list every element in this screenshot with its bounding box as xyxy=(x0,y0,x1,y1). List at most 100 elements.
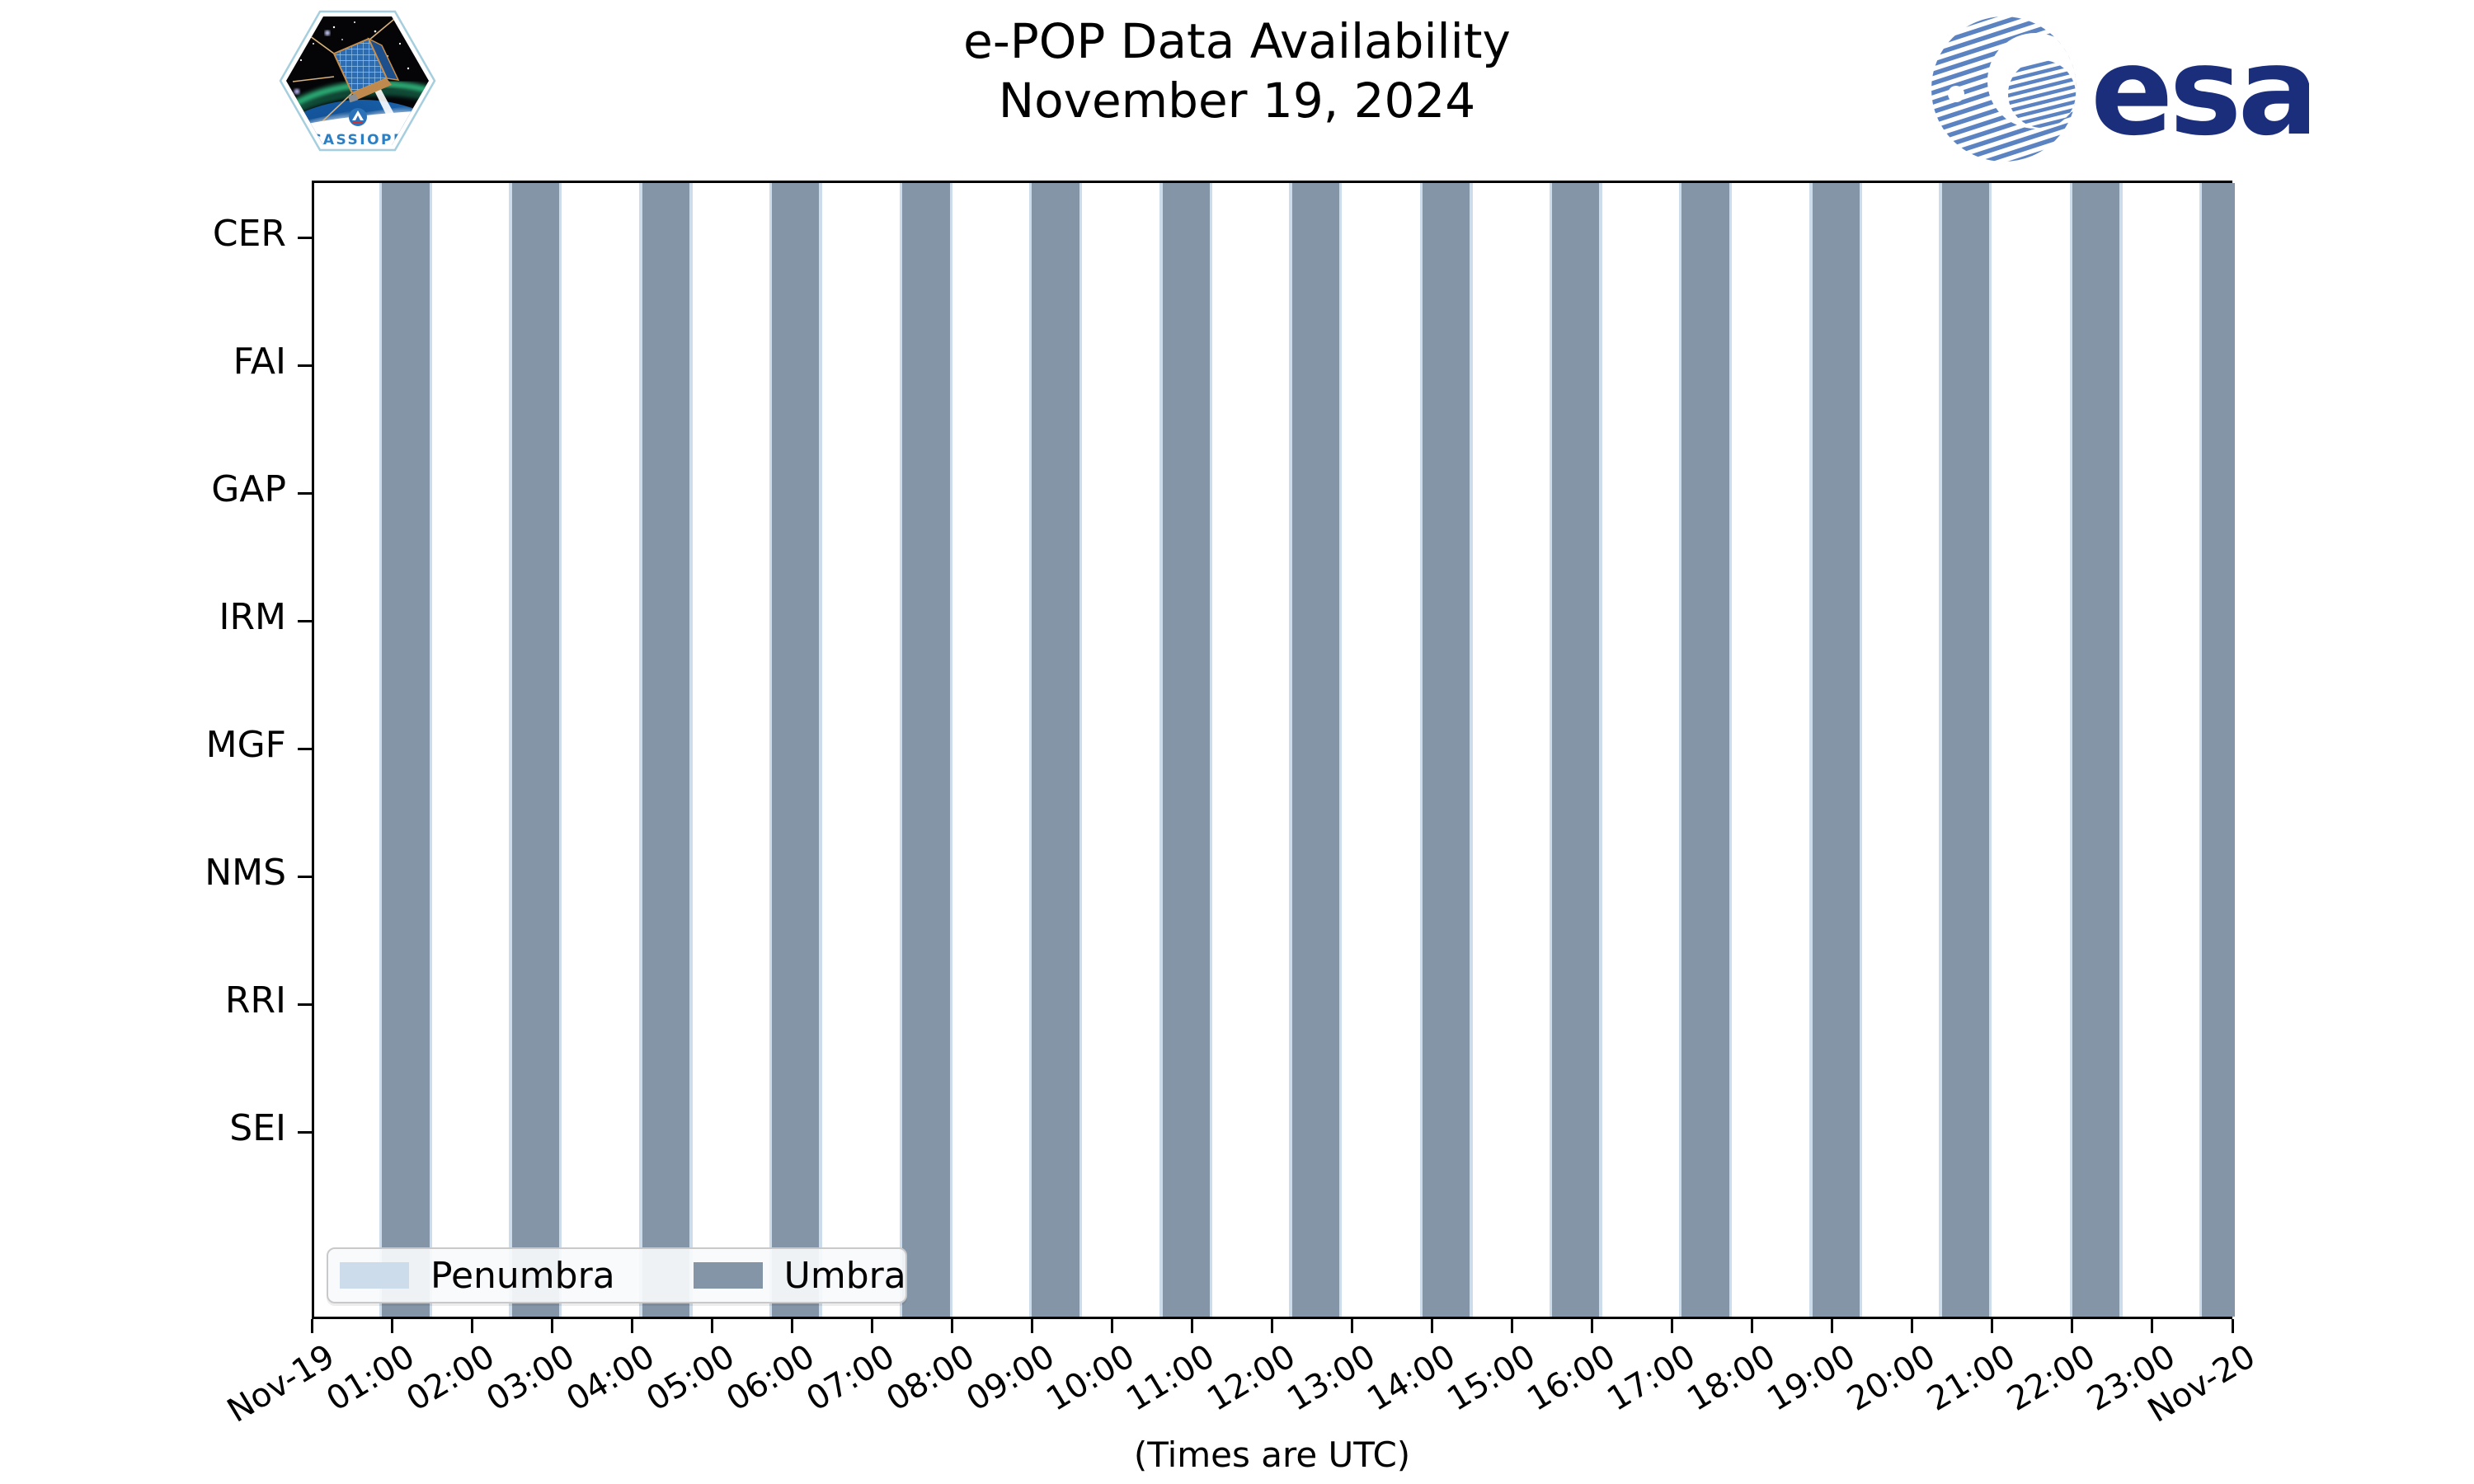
x-tick-label: 20:00 xyxy=(1841,1337,1942,1419)
y-tick xyxy=(298,620,312,622)
y-category-label: RRI xyxy=(224,979,286,1021)
legend-entry-umbra: Umbra xyxy=(693,1254,906,1297)
x-tick-label: 16:00 xyxy=(1520,1337,1622,1419)
x-tick-label: 05:00 xyxy=(640,1337,741,1419)
chart-title-block: e-POP Data Availability November 19, 202… xyxy=(0,12,2474,130)
x-tick xyxy=(310,1319,313,1333)
x-tick xyxy=(1671,1319,1674,1333)
x-tick xyxy=(1431,1319,1434,1333)
x-tick xyxy=(2071,1319,2074,1333)
x-tick xyxy=(1351,1319,1354,1333)
cassiope-wordmark: CASSIOPE xyxy=(311,132,405,148)
y-category-label: SEI xyxy=(229,1107,286,1149)
x-tick xyxy=(2231,1319,2234,1333)
x-tick xyxy=(1831,1319,1834,1333)
x-tick xyxy=(950,1319,953,1333)
esa-logo: esa xyxy=(1921,8,2320,176)
umbra-bar xyxy=(772,183,820,1317)
umbra-bar xyxy=(2202,183,2235,1317)
x-tick xyxy=(1110,1319,1113,1333)
x-tick-label: 13:00 xyxy=(1280,1337,1382,1419)
csa-emblem xyxy=(349,108,367,126)
x-tick-label: 08:00 xyxy=(880,1337,982,1419)
umbra-bar xyxy=(2072,183,2120,1317)
x-tick-label: 14:00 xyxy=(1360,1337,1462,1419)
umbra-bar xyxy=(382,183,430,1317)
y-category-label: GAP xyxy=(211,468,286,510)
umbra-bar xyxy=(1552,183,1600,1317)
esa-logo-graphic: esa xyxy=(1931,16,2320,162)
x-tick xyxy=(1511,1319,1514,1333)
x-tick xyxy=(1911,1319,1914,1333)
x-tick-label: 22:00 xyxy=(2001,1337,2102,1419)
chart-subtitle: November 19, 2024 xyxy=(998,73,1476,129)
x-tick-label: 17:00 xyxy=(1600,1337,1702,1419)
x-tick xyxy=(2151,1319,2154,1333)
y-tick xyxy=(298,1003,312,1006)
legend-label: Penumbra xyxy=(430,1254,615,1297)
chart-title: e-POP Data Availability xyxy=(963,13,1511,69)
x-tick xyxy=(1591,1319,1594,1333)
x-tick-label: 03:00 xyxy=(480,1337,581,1419)
cassiope-patch-graphic: CASSIOPE xyxy=(279,10,436,152)
x-tick xyxy=(1751,1319,1754,1333)
x-tick-label: 12:00 xyxy=(1200,1337,1302,1419)
umbra-bar xyxy=(1812,183,1860,1317)
x-axis-title: (Times are UTC) xyxy=(1133,1435,1411,1475)
legend-entry-penumbra: Penumbra xyxy=(340,1255,615,1297)
y-tick xyxy=(298,748,312,750)
y-category-label: NMS xyxy=(205,852,286,894)
patch-satellite xyxy=(292,16,401,125)
legend-label: Umbra xyxy=(783,1254,906,1297)
x-tick-label: 04:00 xyxy=(560,1337,661,1419)
x-tick-label: 19:00 xyxy=(1760,1337,1862,1419)
plot-area xyxy=(312,181,2235,1319)
umbra-bar xyxy=(1941,183,1990,1317)
x-tick xyxy=(1190,1319,1193,1333)
legend-swatch-penumbra xyxy=(340,1262,409,1289)
x-tick xyxy=(630,1319,633,1333)
x-tick xyxy=(390,1319,393,1333)
umbra-bar xyxy=(902,183,950,1317)
x-tick xyxy=(870,1319,873,1333)
esa-wordmark: esa xyxy=(2091,21,2309,162)
x-tick xyxy=(710,1319,713,1333)
x-tick-label: 21:00 xyxy=(1921,1337,2022,1419)
x-tick-label: 10:00 xyxy=(1040,1337,1142,1419)
y-tick xyxy=(298,1131,312,1134)
x-tick xyxy=(1030,1319,1033,1333)
x-tick-label: 15:00 xyxy=(1440,1337,1542,1419)
cassiope-mission-patch: CASSIOPE xyxy=(276,2,440,164)
x-tick xyxy=(790,1319,793,1333)
legend-swatch-umbra xyxy=(693,1262,763,1289)
x-tick-label: 06:00 xyxy=(720,1337,821,1419)
y-tick xyxy=(298,237,312,239)
umbra-bar xyxy=(1032,183,1079,1317)
x-tick xyxy=(550,1319,553,1333)
umbra-bar xyxy=(511,183,559,1317)
y-tick xyxy=(298,492,312,495)
y-tick xyxy=(298,364,312,367)
x-tick-label: 02:00 xyxy=(400,1337,501,1419)
y-category-label: MGF xyxy=(205,724,286,766)
legend: Penumbra Umbra xyxy=(327,1247,907,1303)
umbra-bar xyxy=(1162,183,1210,1317)
umbra-bar xyxy=(1291,183,1340,1317)
umbra-bar xyxy=(642,183,690,1317)
x-tick xyxy=(470,1319,473,1333)
x-tick-label: 01:00 xyxy=(320,1337,421,1419)
y-category-label: FAI xyxy=(233,340,286,383)
esa-globe xyxy=(1931,16,2077,162)
x-tick xyxy=(1991,1319,1994,1333)
umbra-bar xyxy=(1423,183,1470,1317)
y-category-label: IRM xyxy=(219,596,286,638)
x-tick-label: 11:00 xyxy=(1120,1337,1222,1419)
umbra-bar xyxy=(1681,183,1729,1317)
x-tick-label: 18:00 xyxy=(1680,1337,1782,1419)
y-tick xyxy=(298,876,312,878)
x-tick xyxy=(1271,1319,1273,1333)
y-category-label: CER xyxy=(212,213,286,255)
x-tick-label: 07:00 xyxy=(800,1337,901,1419)
x-tick-label: 09:00 xyxy=(960,1337,1062,1419)
